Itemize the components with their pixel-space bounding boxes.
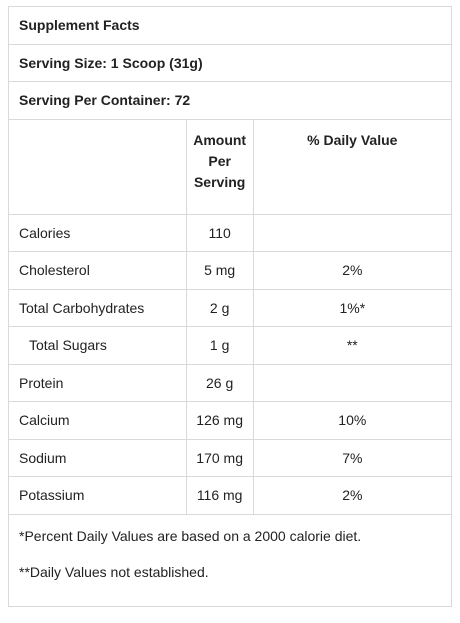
nutrient-name: Potassium xyxy=(8,476,187,515)
nutrient-row: Calcium 126 mg 10% xyxy=(8,401,453,440)
table-body: Supplement Facts Serving Size: 1 Scoop (… xyxy=(8,6,453,607)
blank-header xyxy=(8,118,187,215)
daily-value: ** xyxy=(252,326,453,365)
nutrient-name: Total Carbohydrates xyxy=(8,288,187,327)
daily-value-empty xyxy=(252,363,453,402)
nutrient-name: Calories xyxy=(8,213,187,252)
nutrient-row: Sodium 170 mg 7% xyxy=(8,438,453,477)
supplement-facts: Supplement Facts Serving Size: 1 Scoop (… xyxy=(8,6,453,607)
nutrient-name: Cholesterol xyxy=(8,251,187,290)
nutrient-row: Potassium 116 mg 2% xyxy=(8,476,453,515)
nutrient-row: Total Sugars 1 g ** xyxy=(8,326,453,365)
nutrient-row: Cholesterol 5 mg 2% xyxy=(8,251,453,290)
footnote: *Percent Daily Values are based on a 200… xyxy=(19,527,362,544)
footnote-row: *Percent Daily Values are based on a 200… xyxy=(8,513,452,607)
daily-value: 7% xyxy=(252,438,453,477)
column-header: Amount Per Serving xyxy=(185,118,254,215)
amount: 126 mg xyxy=(185,401,254,440)
title: Supplement Facts xyxy=(8,6,452,45)
amount: 170 mg xyxy=(185,438,254,477)
serving-size: Serving Size: 1 Scoop (31g) xyxy=(8,43,452,82)
daily-value: 2% xyxy=(252,476,453,515)
servings: Serving Per Container: 72 xyxy=(8,81,452,120)
nutrient-name: Calcium xyxy=(8,401,187,440)
daily-value: 2% xyxy=(252,251,453,290)
servings-row: Serving Per Container: 72 xyxy=(8,81,452,120)
serving-row: Serving Size: 1 Scoop (31g) xyxy=(8,43,452,82)
header-row: Amount Per Serving % Daily Value xyxy=(8,118,453,215)
nutrient-name: Sodium xyxy=(8,438,187,477)
nutrient-name: Total Sugars xyxy=(8,326,187,365)
amount: 1 g xyxy=(185,326,254,365)
title-row: Supplement Facts xyxy=(8,6,452,45)
nutrient-name: Protein xyxy=(8,363,187,402)
daily-value: 10% xyxy=(252,401,453,440)
daily-value-empty xyxy=(252,213,453,252)
footnotes: *Percent Daily Values are based on a 200… xyxy=(8,513,452,607)
column-header: % Daily Value xyxy=(252,118,453,215)
amount: 26 g xyxy=(185,363,254,402)
nutrient-row: Calories 110 xyxy=(8,213,453,252)
footnote: **Daily Values not established. xyxy=(19,563,209,580)
amount: 2 g xyxy=(185,288,254,327)
amount: 116 mg xyxy=(185,476,254,515)
amount: 5 mg xyxy=(185,251,254,290)
amount: 110 xyxy=(185,213,254,252)
nutrient-row: Protein 26 g xyxy=(8,363,453,402)
daily-value: 1%* xyxy=(252,288,453,327)
nutrient-row: Total Carbohydrates 2 g 1%* xyxy=(8,288,453,327)
